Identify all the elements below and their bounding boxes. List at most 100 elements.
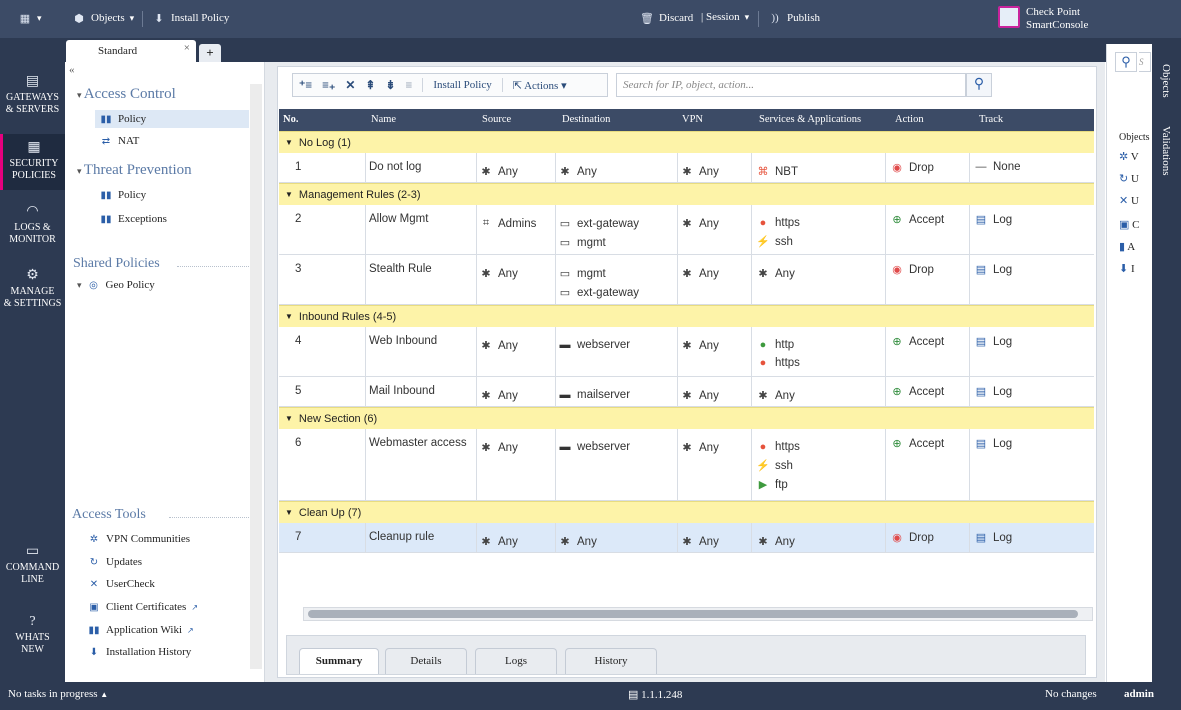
rule-destination[interactable]: ▬ webserver	[559, 339, 631, 351]
tree-item-nat[interactable]: ⇄ NAT	[99, 132, 140, 150]
delete-icon[interactable]: ✕	[345, 77, 356, 92]
tree-scrollbar[interactable]	[250, 84, 262, 669]
col-header-no[interactable]: No.	[283, 114, 299, 125]
rule-row[interactable]: 4 Web Inbound ✱ Any ▬ webserver ✱ Any ● http ● http…	[279, 327, 1094, 377]
tool-vpn-communities[interactable]: ✲ VPN Communities	[87, 530, 190, 548]
rule-action[interactable]: ⊕ Accept	[891, 437, 944, 451]
col-header-action[interactable]: Action	[895, 114, 924, 125]
tasks-status[interactable]: No tasks in progress ▲	[8, 688, 108, 700]
side-tab-objects[interactable]: Objects	[1160, 64, 1172, 98]
rule-source[interactable]: ✱ Any	[480, 535, 517, 549]
rule-source[interactable]: ✱ Any	[480, 389, 517, 403]
collapse-panel-icon[interactable]: «	[69, 64, 75, 76]
tree-header-shared-policies[interactable]: Shared Policies	[73, 256, 160, 271]
rule-vpn[interactable]: ✱ Any	[681, 535, 718, 549]
rule-name[interactable]: Cleanup rule	[369, 531, 434, 543]
rule-row[interactable]: 3 Stealth Rule ✱ Any ▭ mgmt ▭ ext-gateway ✱ Any ✱ A…	[279, 255, 1094, 305]
object-category[interactable]: ▣ C	[1119, 218, 1140, 231]
rule-destination[interactable]: ▭ ext-gateway ▭ mgmt	[559, 217, 639, 250]
rule-row[interactable]: 2 Allow Mgmt ⌗ Admins ▭ ext-gateway ▭ mgmt ✱ Any ●…	[279, 205, 1094, 255]
col-header-destination[interactable]: Destination	[562, 114, 611, 125]
rule-source[interactable]: ✱ Any	[480, 441, 517, 455]
rule-services[interactable]: ● http ● https	[757, 339, 800, 369]
tab-standard[interactable]: Standard ×	[66, 40, 196, 62]
rule-services[interactable]: ✱ Any	[757, 389, 794, 403]
object-search-input[interactable]: S	[1139, 52, 1151, 72]
rule-track[interactable]: ▤ Log	[975, 335, 1012, 349]
object-category[interactable]: ↻ U	[1119, 172, 1139, 185]
tree-item-exceptions[interactable]: ▮▮ Exceptions	[99, 210, 166, 228]
col-header-vpn[interactable]: VPN	[682, 114, 704, 125]
rule-name[interactable]: Allow Mgmt	[369, 213, 428, 225]
tree-header-access-tools[interactable]: Access Tools	[72, 507, 146, 522]
tool-application-wiki[interactable]: ▮▮ Application Wiki ↗	[87, 621, 193, 639]
tool-usercheck[interactable]: ✕ UserCheck	[87, 575, 155, 593]
collapse-triangle-icon[interactable]: ▼	[285, 508, 293, 517]
tab-summary[interactable]: Summary	[299, 648, 379, 674]
tool-installation-history[interactable]: ⬇ Installation History	[87, 643, 191, 661]
section-header[interactable]: ▼ No Log (1)	[279, 131, 1094, 153]
nav-manage-settings[interactable]: ⚙ MANAGE & SETTINGS	[0, 268, 65, 310]
rule-vpn[interactable]: ✱ Any	[681, 389, 718, 403]
rule-vpn[interactable]: ✱ Any	[681, 441, 718, 455]
rule-row[interactable]: 1 Do not log ✱ Any ✱ Any ✱ Any ⌘ NBT ◉ Drop — None	[279, 153, 1094, 183]
tab-details[interactable]: Details	[385, 648, 467, 674]
rule-vpn[interactable]: ✱ Any	[681, 165, 718, 179]
collapse-triangle-icon[interactable]: ▼	[285, 190, 293, 199]
add-rule-above-icon[interactable]: ⁺≡	[299, 77, 313, 92]
rule-track[interactable]: ▤ Log	[975, 385, 1012, 399]
install-policy-button[interactable]: ⬇ Install Policy	[152, 11, 229, 25]
rule-destination[interactable]: ▬ mailserver	[559, 389, 631, 401]
rule-action[interactable]: ◉ Drop	[891, 161, 934, 175]
objects-menu-button[interactable]: ⬢ Objects ▾	[72, 11, 134, 25]
col-header-source[interactable]: Source	[482, 114, 512, 125]
horizontal-scrollbar[interactable]	[303, 607, 1093, 621]
rule-destination[interactable]: ▭ mgmt ▭ ext-gateway	[559, 267, 639, 300]
object-category[interactable]: ▮ A	[1119, 240, 1135, 253]
rule-destination[interactable]: ▬ webserver	[559, 441, 631, 453]
rule-track[interactable]: ▤ Log	[975, 263, 1012, 277]
rule-vpn[interactable]: ✱ Any	[681, 217, 718, 231]
nav-whats-new[interactable]: ? WHATS NEW	[0, 614, 65, 656]
rule-track[interactable]: ▤ Log	[975, 437, 1012, 451]
search-icon[interactable]: ⚲	[966, 73, 992, 97]
section-header[interactable]: ▼ Management Rules (2-3)	[279, 183, 1094, 205]
rule-track[interactable]: ▤ Log	[975, 213, 1012, 227]
nav-gateways-servers[interactable]: ▤ GATEWAYS & SERVERS	[0, 74, 65, 116]
rule-services[interactable]: ✱ Any	[757, 267, 794, 281]
rule-vpn[interactable]: ✱ Any	[681, 267, 718, 281]
rule-name[interactable]: Webmaster access	[369, 437, 467, 449]
rule-vpn[interactable]: ✱ Any	[681, 339, 718, 353]
object-category[interactable]: ✕ U	[1119, 194, 1139, 207]
rule-services[interactable]: ✱ Any	[757, 535, 794, 549]
app-menu-button[interactable]: ▦ ▾	[19, 12, 42, 25]
publish-button[interactable]: )) Publish	[768, 11, 820, 25]
tab-history[interactable]: History	[565, 648, 657, 674]
rule-action[interactable]: ⊕ Accept	[891, 385, 944, 399]
tree-item-geo-policy[interactable]: ▾ ◎ Geo Policy	[77, 279, 155, 291]
collapse-triangle-icon[interactable]: ▼	[285, 138, 293, 147]
tree-header-access-control[interactable]: ▾ Access Control	[77, 86, 176, 102]
toolbar-install-policy[interactable]: Install Policy	[433, 79, 492, 91]
rule-row[interactable]: 6 Webmaster access ✱ Any ▬ webserver ✱ Any ● http…	[279, 429, 1094, 501]
rule-source[interactable]: ✱ Any	[480, 339, 517, 353]
tool-client-certificates[interactable]: ▣ Client Certificates ↗	[87, 598, 198, 616]
rule-name[interactable]: Mail Inbound	[369, 385, 435, 397]
add-section-below-icon[interactable]: ⇟	[385, 77, 396, 92]
rule-destination[interactable]: ✱ Any	[559, 535, 596, 549]
rule-action[interactable]: ◉ Drop	[891, 531, 934, 545]
rule-action[interactable]: ⊕ Accept	[891, 335, 944, 349]
session-menu-button[interactable]: Session ▾	[706, 11, 749, 23]
rule-destination[interactable]: ✱ Any	[559, 165, 596, 179]
tree-item-ac-policy[interactable]: ▮▮ Policy	[95, 110, 249, 128]
collapse-triangle-icon[interactable]: ▼	[285, 312, 293, 321]
tree-header-threat-prevention[interactable]: ▾ Threat Prevention	[77, 162, 192, 178]
object-category[interactable]: ⬇ I	[1119, 262, 1135, 275]
nav-logs-monitor[interactable]: ◠ LOGS & MONITOR	[0, 204, 65, 246]
col-header-track[interactable]: Track	[979, 114, 1004, 125]
nav-security-policies[interactable]: ▦ SECURITY POLICIES	[0, 134, 65, 190]
rule-source[interactable]: ✱ Any	[480, 267, 517, 281]
rule-name[interactable]: Do not log	[369, 161, 421, 173]
rule-track[interactable]: — None	[975, 161, 1021, 173]
rule-source[interactable]: ✱ Any	[480, 165, 517, 179]
